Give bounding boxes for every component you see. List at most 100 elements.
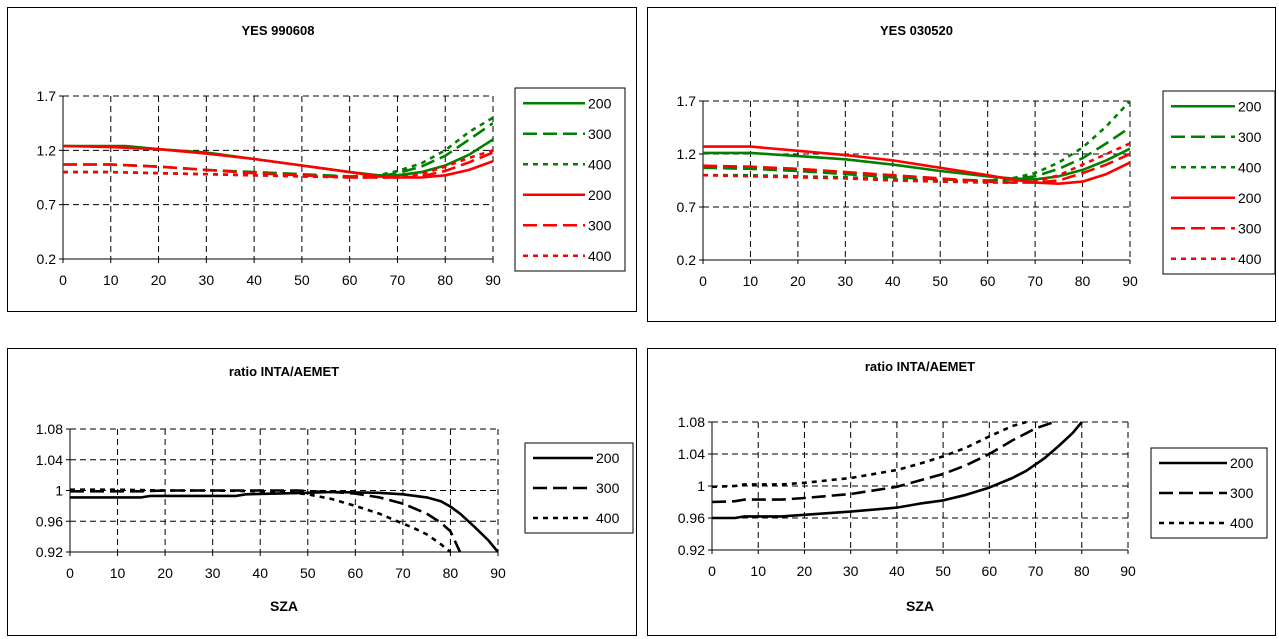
y-tick-label: 0.96 bbox=[678, 510, 705, 526]
chart-panel-yes-990608: YES 990608 0 10 20 30 40 50 60 70 80 90 0.2 0.7 1.2 1.… bbox=[7, 7, 637, 312]
y-tick-label: 0.92 bbox=[678, 542, 705, 558]
series-line-200-3 bbox=[63, 144, 493, 179]
chart-svg: YES 030520 0 10 20 30 40 50 60 70 80 90 0.2 0.7 1.2 1.… bbox=[677, 23, 1276, 289]
x-tick-label: 0 bbox=[699, 273, 707, 289]
x-tick-label: 10 bbox=[743, 273, 759, 289]
chart-panel-ratio-left: ratio INTA/AEMET 0 10 20 30 40 50 60 70 80 90 0.92 0… bbox=[7, 348, 637, 636]
y-tick-label: 0.2 bbox=[37, 251, 57, 267]
plot-area bbox=[712, 421, 1083, 520]
x-tick-label: 50 bbox=[932, 273, 948, 289]
x-tick-label: 10 bbox=[110, 565, 126, 581]
chart-panel-ratio-right: ratio INTA/AEMET 0 10 20 30 40 50 60 70 80 90 0.92 0… bbox=[647, 348, 1276, 636]
y-tick-label: 0.92 bbox=[36, 544, 63, 560]
y-tick-label: 1.04 bbox=[678, 446, 705, 462]
x-tick-label: 50 bbox=[294, 272, 310, 288]
series-line-400-5 bbox=[63, 149, 493, 179]
x-tick-label: 50 bbox=[300, 565, 316, 581]
legend-label: 400 bbox=[1230, 515, 1254, 531]
x-tick-label: 80 bbox=[1074, 563, 1090, 579]
x-tick-label: 30 bbox=[205, 565, 221, 581]
x-tick-label: 70 bbox=[1028, 563, 1044, 579]
x-tick-label: 70 bbox=[1027, 273, 1043, 289]
x-tick-label: 60 bbox=[342, 272, 358, 288]
chart-title: ratio INTA/AEMET bbox=[229, 364, 339, 379]
y-tick-label: 1 bbox=[55, 483, 63, 499]
y-tick-label: 1.08 bbox=[678, 414, 705, 430]
chart-title: YES 990608 bbox=[241, 23, 314, 38]
chart-svg: YES 990608 0 10 20 30 40 50 60 70 80 90 0.2 0.7 1.2 1.… bbox=[37, 23, 626, 288]
x-tick-label: 10 bbox=[103, 272, 119, 288]
series-line-200-0 bbox=[63, 138, 493, 177]
series-line-200-3 bbox=[703, 145, 1130, 185]
legend-box bbox=[514, 87, 626, 272]
legend: 200 300 400 bbox=[524, 442, 634, 534]
chart-title: ratio INTA/AEMET bbox=[865, 359, 975, 374]
y-tick-label: 1.04 bbox=[36, 452, 63, 468]
x-tick-label: 40 bbox=[889, 563, 905, 579]
y-tick-label: 0.96 bbox=[36, 513, 63, 529]
series-line-300-1 bbox=[63, 122, 493, 178]
x-tick-label: 40 bbox=[252, 565, 268, 581]
y-tick-label: 0.7 bbox=[37, 197, 57, 213]
plot-area bbox=[63, 116, 493, 179]
plot-area bbox=[703, 100, 1130, 185]
x-tick-label: 20 bbox=[151, 272, 167, 288]
x-tick-label: 70 bbox=[395, 565, 411, 581]
y-tick-label: 1.2 bbox=[37, 142, 57, 158]
x-tick-label: 80 bbox=[443, 565, 459, 581]
series-line-300-4 bbox=[63, 151, 493, 179]
x-tick-label: 30 bbox=[838, 273, 854, 289]
legend: 200 300 400 bbox=[1150, 447, 1268, 539]
legend-box bbox=[1162, 90, 1276, 275]
legend-label: 300 bbox=[588, 217, 612, 233]
legend-label: 200 bbox=[596, 450, 620, 466]
legend-label: 200 bbox=[1230, 455, 1254, 471]
legend-label: 200 bbox=[1238, 190, 1262, 206]
x-tick-label: 60 bbox=[982, 563, 998, 579]
x-tick-label: 0 bbox=[59, 272, 67, 288]
series-line-400-2 bbox=[712, 421, 1027, 489]
x-axis-label: SZA bbox=[270, 598, 298, 614]
series-line-400-2 bbox=[70, 488, 452, 553]
y-tick-label: 1 bbox=[697, 478, 705, 494]
x-tick-label: 40 bbox=[885, 273, 901, 289]
series-line-400-5 bbox=[703, 142, 1130, 184]
x-tick-label: 40 bbox=[246, 272, 262, 288]
x-tick-label: 0 bbox=[66, 565, 74, 581]
x-tick-label: 20 bbox=[157, 565, 173, 581]
legend-label: 200 bbox=[588, 95, 612, 111]
x-tick-label: 90 bbox=[485, 272, 501, 288]
y-tick-label: 1.2 bbox=[677, 146, 697, 162]
legend-label: 400 bbox=[1238, 251, 1262, 267]
y-tick-label: 1.08 bbox=[36, 421, 63, 437]
x-tick-label: 10 bbox=[750, 563, 766, 579]
x-tick-label: 80 bbox=[437, 272, 453, 288]
x-tick-label: 90 bbox=[1122, 273, 1138, 289]
x-tick-label: 60 bbox=[348, 565, 364, 581]
legend-label: 300 bbox=[1230, 485, 1254, 501]
y-tick-label: 1.7 bbox=[37, 88, 57, 104]
legend: 200 300 400 200 300 400 bbox=[1162, 90, 1276, 275]
x-tick-label: 90 bbox=[490, 565, 506, 581]
legend-label: 200 bbox=[588, 187, 612, 203]
legend-label: 400 bbox=[1238, 159, 1262, 175]
legend-label: 400 bbox=[588, 248, 612, 264]
x-tick-label: 30 bbox=[199, 272, 215, 288]
plot-area bbox=[70, 488, 498, 553]
legend-label: 400 bbox=[588, 156, 612, 172]
chart-svg: ratio INTA/AEMET 0 10 20 30 40 50 60 70 80 90 0.92 0… bbox=[36, 364, 634, 614]
y-tick-label: 1.7 bbox=[677, 93, 697, 109]
x-tick-label: 30 bbox=[843, 563, 859, 579]
legend-label: 300 bbox=[588, 126, 612, 142]
chart-svg: ratio INTA/AEMET 0 10 20 30 40 50 60 70 80 90 0.92 0… bbox=[678, 359, 1268, 614]
x-tick-label: 90 bbox=[1120, 563, 1136, 579]
x-tick-label: 20 bbox=[797, 563, 813, 579]
chart-panel-yes-030520: YES 030520 0 10 20 30 40 50 60 70 80 90 0.2 0.7 1.2 1.… bbox=[647, 7, 1276, 322]
series-line-300-1 bbox=[712, 421, 1055, 504]
series-line-200-0 bbox=[70, 490, 498, 553]
legend-label: 300 bbox=[596, 480, 620, 496]
legend: 200 300 400 200 300 400 bbox=[514, 87, 626, 272]
series-line-200-0 bbox=[712, 421, 1083, 520]
x-tick-label: 20 bbox=[790, 273, 806, 289]
legend-label: 200 bbox=[1238, 98, 1262, 114]
